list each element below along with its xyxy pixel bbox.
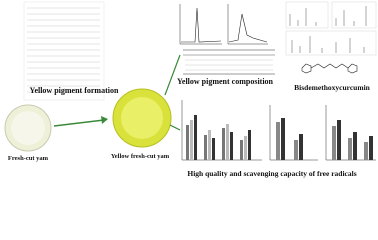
yam-flesh (11, 111, 45, 145)
yellow-flesh (121, 97, 163, 139)
fresh-yam-label: Fresh-cut yam (8, 155, 49, 162)
composition-label: Yellow pigment composition (177, 77, 274, 86)
arrow-head (101, 116, 108, 124)
graphical-abstract: Fresh-cut yam Yellow pigment formation Y… (4, 1, 377, 178)
chromatogram (179, 4, 222, 45)
bar-charts (181, 100, 376, 161)
formation-label: Yellow pigment formation (30, 86, 119, 95)
arrow (53, 119, 105, 127)
compound-label: Bisdemethoxycurcumin (294, 83, 371, 92)
yellow-yam-label: Yellow fresh-cut yam (111, 153, 170, 160)
quality-label: High quality and scavenging capacity of … (187, 169, 356, 178)
arrow-up (164, 54, 181, 96)
spectrum (227, 4, 268, 45)
ms-table (183, 49, 275, 75)
arrow-down (169, 124, 181, 131)
mass-spectra (285, 1, 377, 56)
molecule-structure (301, 63, 358, 74)
data-table (23, 1, 105, 101)
